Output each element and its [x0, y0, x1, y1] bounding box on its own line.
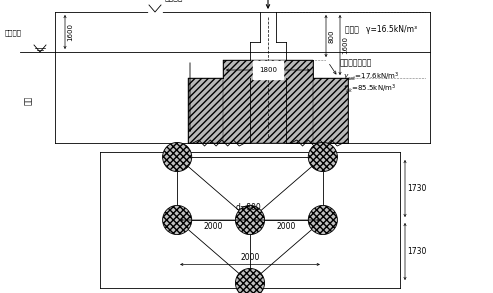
Circle shape: [308, 142, 337, 172]
Text: $f_{ak}$=85.5kN/m$^3$: $f_{ak}$=85.5kN/m$^3$: [343, 82, 396, 95]
Text: 1730: 1730: [407, 184, 426, 193]
Text: 杂填土   γ=16.5kN/m³: 杂填土 γ=16.5kN/m³: [345, 25, 417, 33]
Circle shape: [236, 205, 265, 235]
Circle shape: [163, 205, 192, 235]
Text: 淤泥质粉质黏土: 淤泥质粉质黏土: [340, 58, 372, 67]
Text: 1800: 1800: [259, 67, 277, 73]
Text: 2000: 2000: [240, 253, 260, 263]
Text: $\gamma_{sat}$=17.6kN/m$^3$: $\gamma_{sat}$=17.6kN/m$^3$: [343, 70, 399, 83]
Text: 2000: 2000: [204, 222, 223, 231]
Bar: [223, 60, 313, 143]
Text: 设计地面: 设计地面: [165, 0, 183, 2]
Text: 1600: 1600: [67, 23, 73, 41]
Text: 2000: 2000: [277, 222, 296, 231]
Bar: [188, 78, 250, 143]
Text: 地下水位: 地下水位: [5, 30, 22, 36]
Text: d=800: d=800: [235, 203, 261, 212]
Circle shape: [163, 142, 192, 172]
Circle shape: [308, 205, 337, 235]
Bar: [286, 78, 348, 143]
Circle shape: [236, 268, 265, 293]
Text: 800: 800: [328, 29, 334, 43]
Text: 软弱: 软弱: [24, 96, 33, 105]
Text: 1600: 1600: [342, 36, 348, 54]
Text: 1730: 1730: [407, 247, 426, 256]
